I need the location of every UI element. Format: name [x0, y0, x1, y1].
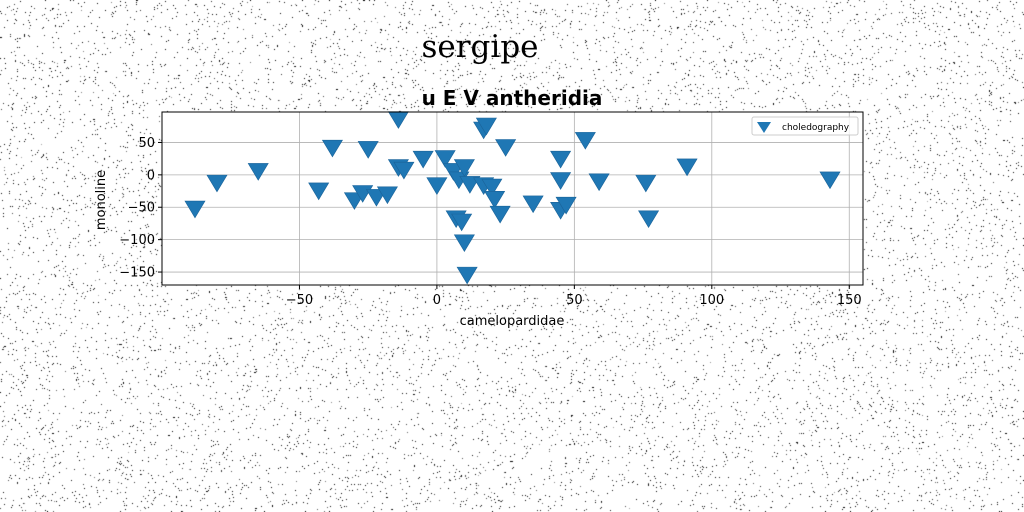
data-point [206, 174, 228, 193]
y-tick-label: 50 [138, 136, 155, 151]
data-point [376, 186, 398, 205]
x-tick-label: 100 [699, 293, 724, 308]
legend-marker [757, 122, 771, 133]
y-tick-label: 0 [147, 168, 155, 183]
data-point [484, 191, 506, 209]
data-point [550, 150, 572, 169]
data-point [426, 177, 448, 196]
legend: choledography [751, 116, 859, 136]
data-point [453, 234, 475, 253]
chart-title: u E V antheridia [422, 86, 603, 110]
data-points [184, 111, 841, 285]
data-point [412, 150, 434, 169]
plot-frame [161, 111, 864, 286]
data-point [321, 139, 343, 158]
data-point [475, 117, 497, 136]
data-point [574, 132, 596, 150]
data-point [550, 172, 572, 190]
data-point [453, 159, 475, 177]
figure-suptitle: sergipe [421, 29, 538, 65]
data-point [357, 141, 379, 159]
data-point [638, 210, 660, 229]
data-point [635, 174, 657, 193]
data-point [495, 139, 517, 157]
data-point [308, 182, 330, 201]
data-point [434, 150, 456, 168]
x-tick-label: 150 [837, 293, 862, 308]
x-axis-label: camelopardidae [460, 314, 565, 329]
data-point [676, 158, 698, 177]
axis-ticks: −50 0 50 100 150 −150 −100 −50 0 50 [119, 136, 861, 308]
data-point [393, 161, 415, 180]
legend-label: choledography [782, 123, 850, 133]
plot-area [162, 112, 863, 285]
data-point [588, 173, 610, 192]
y-tick-label: −50 [128, 201, 155, 216]
legend-box [751, 116, 859, 136]
data-point [481, 178, 503, 197]
data-point [451, 213, 473, 232]
data-point [555, 196, 577, 215]
y-axis-label: monoline [94, 170, 109, 230]
data-point [522, 195, 544, 214]
data-point [456, 266, 478, 285]
data-point [184, 200, 206, 219]
x-tick-label: 50 [566, 293, 583, 308]
data-point [247, 163, 269, 181]
data-point [819, 171, 841, 190]
y-tick-label: −150 [119, 266, 155, 281]
x-tick-label: 0 [433, 293, 441, 308]
y-tick-label: −100 [119, 233, 155, 248]
x-tick-label: −50 [286, 293, 313, 308]
data-point [489, 205, 511, 224]
data-point [459, 176, 481, 194]
